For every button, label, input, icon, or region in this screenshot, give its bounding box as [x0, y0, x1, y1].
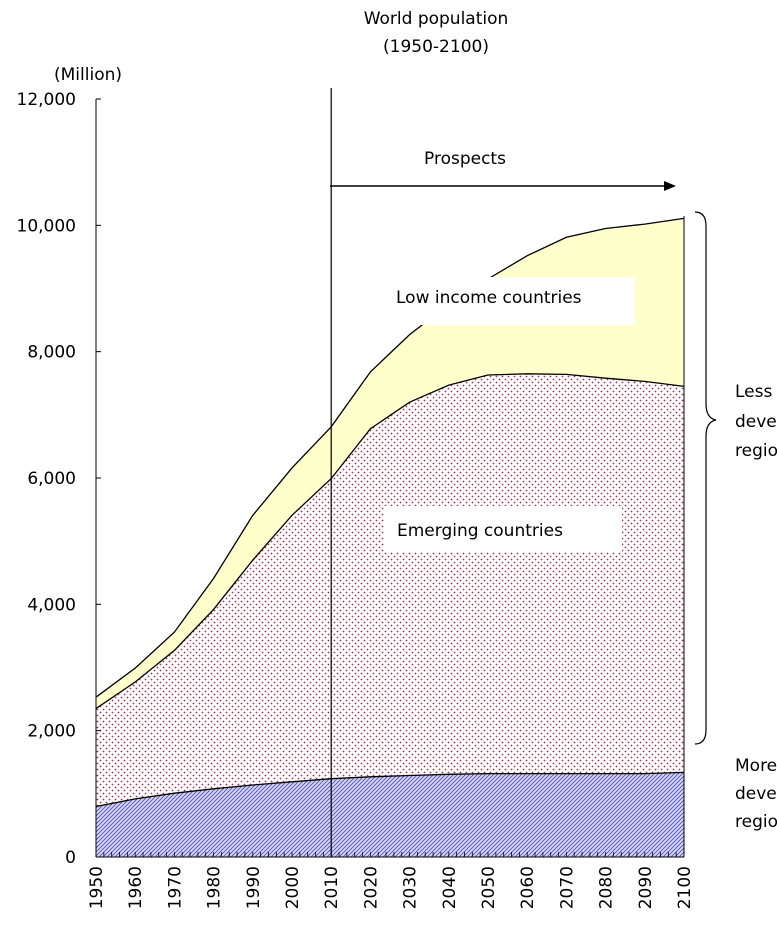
- area-low-income-countries: [96, 218, 684, 709]
- less-developed-label-2: deve: [735, 412, 777, 432]
- emerging-label-box: [384, 506, 622, 552]
- y-tick-label: 6,000: [27, 469, 76, 489]
- low-income-label-box: [379, 277, 635, 325]
- x-ticks: 1950 1960 1970 1980 1990 2000 2010 2020 2030 2040…: [87, 852, 695, 909]
- x-tick-label: 1950: [87, 866, 107, 909]
- x-tick-label: 2010: [322, 866, 342, 909]
- area-more-developed: [96, 772, 684, 857]
- x-tick-label: 2090: [636, 866, 656, 909]
- less-developed-label-3: regio: [735, 441, 777, 461]
- y-tick-label: 10,000: [17, 216, 76, 236]
- x-tick-label: 2070: [557, 866, 577, 909]
- prospects-label: Prospects: [424, 149, 506, 169]
- x-tick-label: 1980: [205, 866, 225, 909]
- x-tick-label: 2000: [283, 866, 303, 909]
- x-tick-label: 2040: [440, 866, 460, 909]
- x-tick-label: 2030: [401, 866, 421, 909]
- x-tick-label: 1970: [165, 866, 185, 909]
- y-tick-label: 0: [65, 848, 76, 868]
- y-tick-label: 4,000: [27, 595, 76, 615]
- chart-title: World population: [364, 9, 509, 29]
- y-tick-label: 12,000: [17, 90, 76, 110]
- less-developed-label-1: Less: [735, 382, 772, 402]
- y-axis-unit-label: (Million): [54, 65, 122, 85]
- emerging-label: Emerging countries: [397, 521, 563, 541]
- chart-subtitle: (1950-2100): [383, 37, 489, 57]
- y-tick-label: 2,000: [27, 722, 76, 742]
- area-emerging-countries: [96, 373, 684, 807]
- low-income-label: Low income countries: [396, 288, 582, 308]
- line-more-developed: [95, 771, 685, 808]
- line-total-population: [95, 217, 685, 698]
- x-tick-label: 2100: [675, 866, 695, 909]
- x-tick-label: 1960: [126, 866, 146, 909]
- x-tick-label: 2050: [479, 866, 499, 909]
- x-tick-label: 2020: [361, 866, 381, 909]
- x-tick-label: 2060: [518, 866, 538, 909]
- x-tick-label: 2080: [597, 866, 617, 909]
- y-tick-label: 8,000: [27, 343, 76, 363]
- line-emerging-countries: [95, 373, 685, 710]
- y-ticks: 0 2,000 4,000 6,000 8,000 10,000 12,000: [17, 90, 101, 868]
- more-developed-label-1: More: [735, 756, 777, 776]
- more-developed-label-2: deve: [735, 784, 777, 804]
- more-developed-label-3: regio: [735, 812, 777, 832]
- prospects-arrowhead: [664, 181, 676, 191]
- less-developed-brace: [694, 211, 717, 745]
- x-tick-label: 1990: [244, 866, 264, 909]
